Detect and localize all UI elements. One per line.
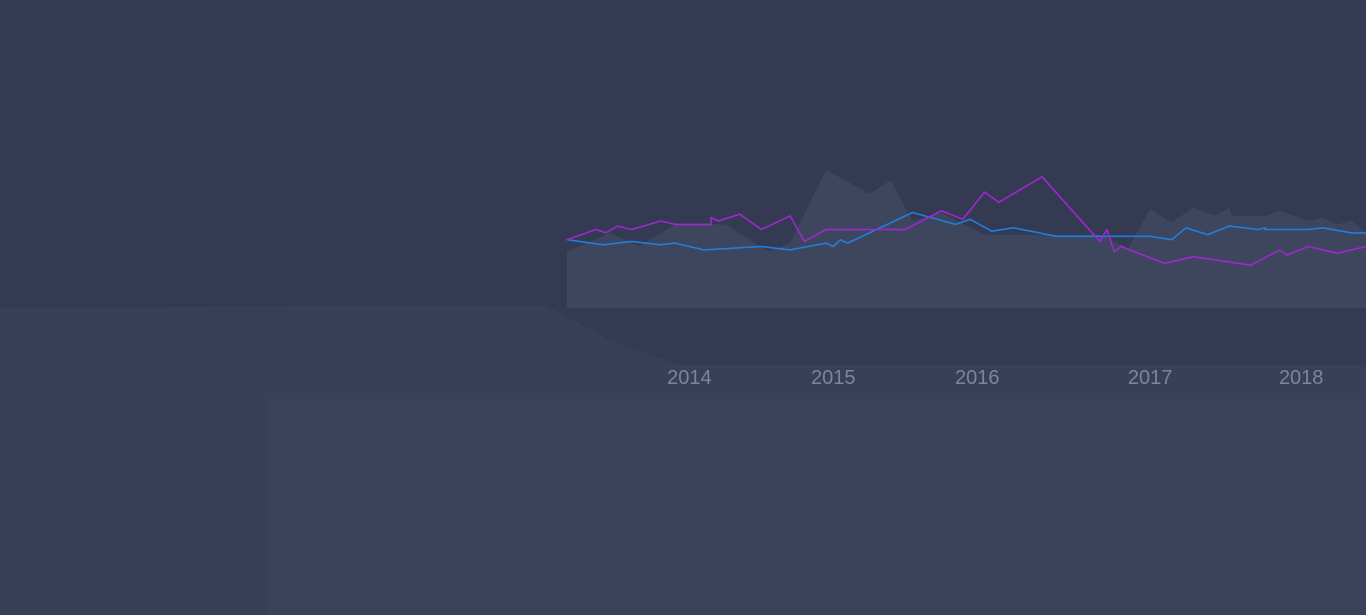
x-axis: 2014 2015 2016 2017 2018 [667,367,1323,389]
x-tick-label-2014: 2014 [667,367,712,389]
x-tick-label-2017: 2017 [1128,367,1173,389]
series-line-1 [566,211,1366,251]
series-line-2 [566,176,1366,267]
x-tick-label-2018: 2018 [1279,367,1324,389]
x-tick-label-2016: 2016 [955,367,1000,389]
series-area-0 [567,170,1366,308]
bottom-backdrop-panel [268,398,1366,615]
x-tick-label-2015: 2015 [811,367,856,389]
series-layer [566,170,1366,308]
